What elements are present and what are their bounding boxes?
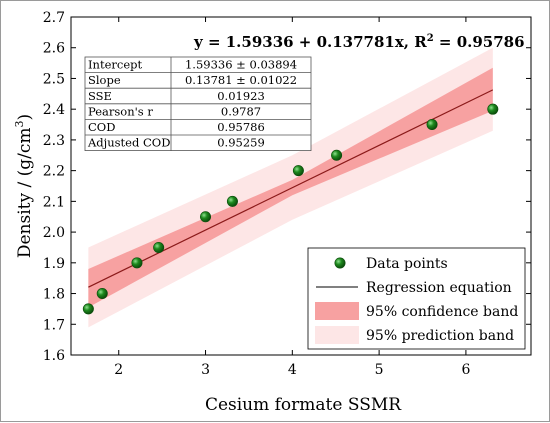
legend-swatch-prediction (315, 326, 359, 344)
y-axis-label-sup: 3 (13, 120, 26, 127)
legend-label-2: 95% confidence band (366, 304, 518, 320)
data-point-8 (331, 149, 343, 161)
y-tick-label-2.4: 2.4 (43, 102, 65, 118)
y-tick-label-2.2: 2.2 (43, 164, 65, 180)
stats-label-0: Intercept (88, 58, 142, 72)
data-point-6 (226, 195, 238, 207)
data-point-2 (96, 288, 108, 300)
y-tick-label-2.1: 2.1 (43, 194, 65, 210)
stats-value-4: 0.95786 (217, 120, 265, 134)
x-tick-label-3: 3 (201, 362, 210, 378)
x-tick-label-2: 2 (114, 362, 123, 378)
stats-label-1: Slope (88, 73, 121, 87)
x-tick-label-6: 6 (461, 362, 470, 378)
y-tick-label-2.3: 2.3 (43, 133, 65, 149)
regression-equation: y = 1.59336 + 0.137781x, R2 = 0.95786 (193, 33, 525, 51)
data-point-5 (200, 211, 212, 223)
x-tick-label-5: 5 (375, 362, 384, 378)
y-tick-label-1.9: 1.9 (43, 256, 65, 272)
y-axis-label: Density / (g/cm3) (13, 114, 35, 258)
equation-main: y = 1.59336 + 0.137781x, R (193, 33, 427, 51)
legend-label-1: Regression equation (366, 280, 512, 296)
stats-table: Intercept 1.59336 ± 0.03894 Slope 0.13781 ±… (84, 56, 312, 151)
equation-sup: 2 (427, 33, 434, 44)
legend-swatch-points (334, 257, 346, 269)
stats-label-5: Adjusted COD (87, 136, 170, 150)
plot-frame (70, 16, 532, 356)
stats-value-0: 1.59336 ± 0.03894 (185, 58, 297, 72)
y-tick-label-2.5: 2.5 (43, 71, 65, 87)
bands-layer (88, 47, 493, 328)
stats-label-4: COD (88, 120, 115, 134)
stats-value-3: 0.9787 (221, 104, 261, 118)
points-layer (82, 103, 499, 315)
stats-label-3: Pearson's r (88, 104, 153, 118)
legend-swatch-confidence (315, 302, 359, 320)
regression-line (88, 89, 494, 288)
data-point-10 (487, 103, 499, 115)
equation-tail: = 0.95786 (434, 33, 525, 51)
y-axis-label-main: Density / (g/cm (15, 127, 35, 258)
stats-value-5: 0.95259 (217, 136, 265, 150)
y-axis: 1.6 1.7 1.8 1.9 2.0 2.1 2.2 2.3 2.4 2.5 2.6 2.7 (43, 10, 531, 364)
data-point-7 (292, 165, 304, 177)
x-tick-label-4: 4 (288, 362, 297, 378)
y-tick-label-1.6: 1.6 (43, 348, 65, 364)
legend: Data points Regression equation 95% confid… (307, 247, 526, 350)
stats-label-2: SSE (88, 89, 112, 103)
y-tick-label-2.0: 2.0 (43, 225, 65, 241)
fit-layer (88, 89, 494, 288)
legend-label-3: 95% prediction band (366, 328, 514, 344)
y-tick-label-2.7: 2.7 (43, 10, 65, 26)
data-point-9 (426, 119, 438, 131)
x-axis: 2 3 4 5 6 (114, 17, 470, 378)
y-tick-label-1.7: 1.7 (43, 317, 65, 333)
x-axis-label: Cesium formate SSMR (205, 395, 402, 415)
legend-label-0: Data points (366, 256, 448, 272)
stats-value-2: 0.01923 (217, 89, 265, 103)
y-tick-label-1.8: 1.8 (43, 287, 65, 303)
y-axis-label-close: ) (15, 114, 35, 121)
data-point-1 (82, 303, 94, 315)
data-point-4 (153, 241, 165, 253)
confidence-band (88, 67, 493, 308)
stats-value-1: 0.13781 ± 0.01022 (185, 73, 297, 87)
data-point-3 (131, 257, 143, 269)
y-tick-label-2.6: 2.6 (43, 41, 65, 57)
